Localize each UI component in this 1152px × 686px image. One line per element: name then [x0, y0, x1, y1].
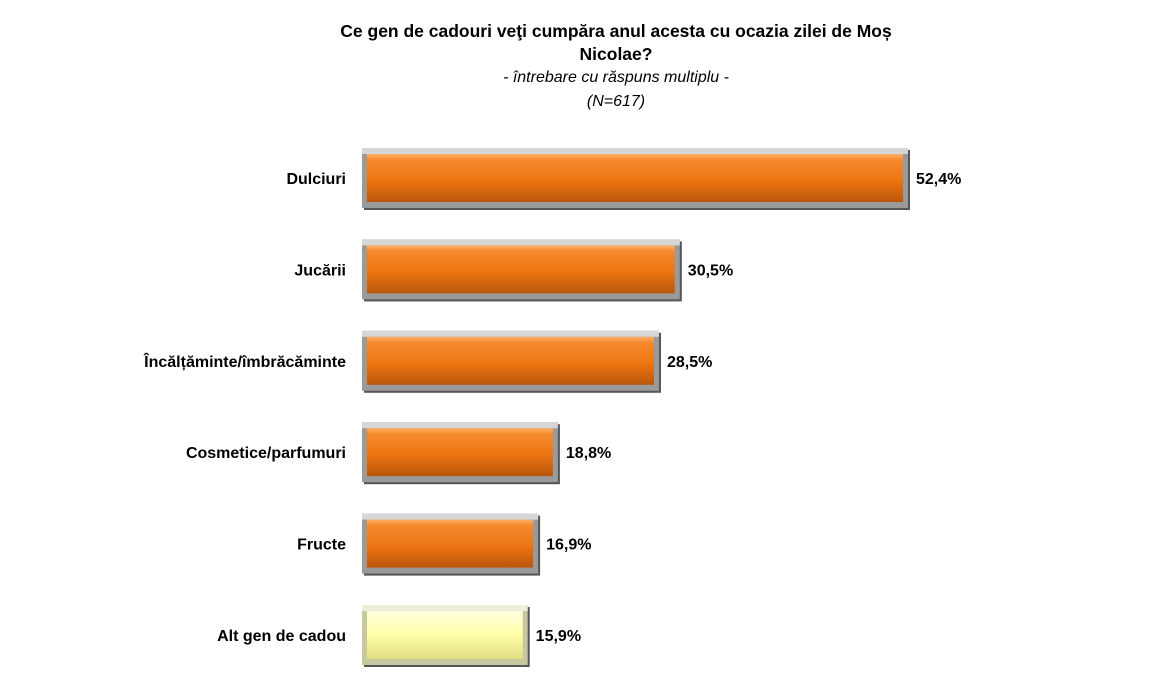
- bar-4: [367, 428, 553, 477]
- value-label: 15,9%: [536, 628, 581, 645]
- category-label: Alt gen de cadou: [217, 628, 346, 645]
- bar-5: [367, 519, 534, 568]
- value-label: 30,5%: [688, 262, 733, 279]
- bar-bevel-top: [362, 239, 680, 246]
- bar-bevel-top: [362, 513, 539, 520]
- category-label: Încălțăminte/îmbrăcăminte: [143, 352, 346, 371]
- bar-1: [367, 154, 903, 202]
- value-label: 16,9%: [546, 537, 591, 554]
- chart-title-line-2: Nicolae?: [580, 44, 653, 64]
- category-label: Dulciuri: [286, 171, 346, 188]
- chart-sample-size: (N=617): [587, 93, 645, 110]
- bar-6: [367, 611, 523, 659]
- chart-subtitle: - întrebare cu răspuns multiplu -: [503, 69, 729, 86]
- bar-bevel-top: [362, 605, 528, 611]
- bar-bevel-top: [362, 330, 659, 337]
- category-label: Jucării: [294, 262, 346, 279]
- bar-2: [367, 245, 675, 294]
- category-label: Cosmetice/parfumuri: [186, 445, 346, 462]
- bar-bevel-top: [362, 148, 908, 154]
- category-label: Fructe: [297, 537, 346, 554]
- bar-3: [367, 336, 654, 385]
- bar-bevel-top: [362, 422, 558, 429]
- bars-group: Dulciuri 52,4% Jucării 30,5% Încălțăminte/îm…: [143, 148, 961, 667]
- value-label: 18,8%: [566, 445, 611, 462]
- chart-title-line-1: Ce gen de cadouri veţi cumpăra anul aces…: [340, 21, 892, 41]
- value-label: 52,4%: [916, 171, 961, 188]
- value-label: 28,5%: [667, 354, 712, 371]
